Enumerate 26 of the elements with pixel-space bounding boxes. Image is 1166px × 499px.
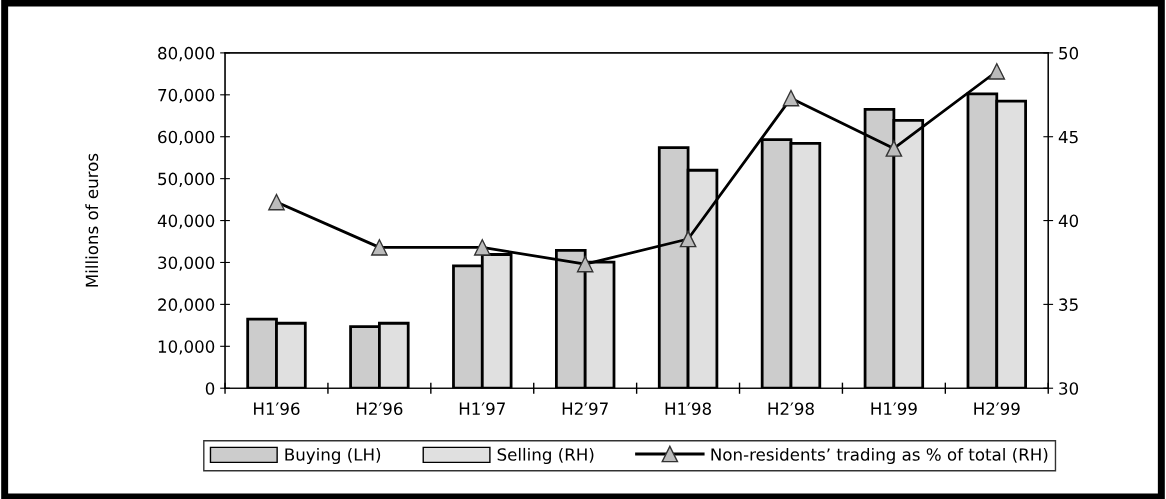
- y2-tick-label: 45: [1058, 130, 1078, 144]
- y-tick-label: 40,000: [157, 214, 215, 229]
- y-tick-label: 10,000: [158, 340, 215, 355]
- x-tick-label: H1′97: [459, 402, 505, 416]
- x-tick-label: H2′99: [974, 402, 1020, 416]
- y2-tick-label: 35: [1059, 298, 1078, 311]
- y-tick-label: 50,000: [158, 172, 215, 187]
- y-tick-label: 60,000: [158, 130, 215, 145]
- y2-tick-label: 40: [1058, 214, 1079, 228]
- y-tick-label: 30,000: [158, 256, 215, 271]
- y-axis-title: Millions of euros: [85, 153, 99, 287]
- y-tick-label: 70,000: [158, 88, 215, 104]
- x-tick-label: H2′98: [768, 402, 814, 416]
- legend-label: Buying (LH): [285, 447, 381, 465]
- y2-tick-label: 50: [1059, 46, 1079, 60]
- y-tick-label: 0: [205, 382, 215, 395]
- x-tick-label: H1′98: [665, 402, 712, 416]
- x-tick-label: H2′97: [562, 402, 608, 416]
- y-tick-label: 80,000: [158, 46, 215, 62]
- x-tick-label: H1′99: [871, 402, 917, 416]
- y-tick-label: 20,000: [158, 298, 215, 313]
- legend-label: Non-residents’ trading as % of total (RH): [711, 447, 1048, 465]
- y2-tick-label: 30: [1059, 382, 1079, 395]
- x-tick-label: H2′96: [356, 402, 403, 416]
- x-tick-label: H1′96: [254, 402, 300, 416]
- legend-label: Selling (RH): [497, 447, 594, 465]
